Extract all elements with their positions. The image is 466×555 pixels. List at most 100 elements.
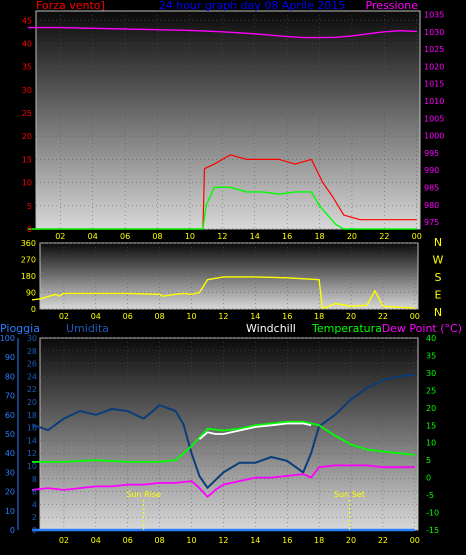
humidity-axis-tick-label: 30 — [5, 468, 15, 477]
rain-axis-tick-label: 4 — [32, 500, 37, 509]
x-tick-label-panel1: 20 — [347, 232, 357, 241]
rain-axis-tick-label: 22 — [27, 385, 37, 394]
compass-label: W — [433, 254, 444, 267]
x-tick-label-panel3: 22 — [378, 536, 388, 545]
rain-axis-tick-label: 26 — [27, 360, 37, 369]
humidity-axis-tick-label: 10 — [5, 507, 15, 516]
rain-axis-tick-label: 20 — [27, 398, 37, 407]
temperature-axis-tick-label: 5 — [426, 456, 431, 465]
x-tick-label-panel2: 00 — [410, 312, 420, 321]
wind-axis-tick-label: 25 — [22, 109, 32, 118]
x-tick-label-panel2: 18 — [314, 312, 324, 321]
wind-axis-tick-label: 5 — [27, 202, 32, 211]
x-tick-label-panel2: 04 — [91, 312, 101, 321]
x-tick-label-panel3: 20 — [346, 536, 356, 545]
humidity-axis-tick-label: 80 — [5, 372, 15, 381]
temperature-axis-tick-label: 40 — [426, 334, 436, 343]
humidity-axis-tick-label: 90 — [5, 353, 15, 362]
direction-axis-tick-label: 360 — [21, 239, 36, 248]
x-tick-label-panel3: 02 — [59, 536, 69, 545]
humidity-axis-tick-label: 20 — [5, 488, 15, 497]
rain-label: Pioggia — [0, 322, 40, 335]
pressure-axis-tick-label: 995 — [424, 149, 439, 158]
wind-axis-tick-label: 0 — [27, 225, 32, 234]
x-tick-label-panel2: 12 — [218, 312, 228, 321]
wind-axis-tick-label: 20 — [22, 132, 32, 141]
temperature-axis-tick-label: -5 — [426, 491, 434, 500]
pressure-series — [27, 26, 417, 39]
pressure-axis-tick-label: 1005 — [424, 114, 444, 123]
humidity-axis-tick-label: 50 — [5, 430, 15, 439]
humidity-label: Umidita — [66, 322, 109, 335]
rain-axis-tick-label: 0 — [32, 526, 37, 535]
x-tick-label-panel1: 00 — [412, 232, 422, 241]
dewpoint-label: Dew Point (°C) — [382, 322, 462, 335]
x-tick-label-panel3: 12 — [218, 536, 228, 545]
temperature-axis-tick-label: -10 — [426, 509, 439, 518]
pressure-axis-tick-label: 980 — [424, 201, 439, 210]
sunrise-label: Sun Rise — [126, 490, 161, 499]
rain-axis-tick-label: 12 — [27, 449, 37, 458]
wind-direction-series — [31, 276, 415, 309]
wind-axis-tick-label: 10 — [22, 179, 32, 188]
x-tick-label-panel1: 12 — [217, 232, 227, 241]
pressure-axis-tick-label: 990 — [424, 166, 439, 175]
pressure-axis-tick-label: 1030 — [424, 28, 444, 37]
dewpoint-series — [31, 464, 415, 498]
wind-direction-plot-area — [39, 242, 419, 310]
rain-axis-tick-label: 24 — [27, 372, 37, 381]
pressure-axis-tick-label: 1015 — [424, 80, 444, 89]
temperature-series — [32, 420, 415, 463]
humidity-series — [31, 373, 415, 489]
x-tick-label-panel3: 18 — [314, 536, 324, 545]
wind-axis-tick-label: 40 — [22, 39, 32, 48]
x-tick-label-panel3: 04 — [91, 536, 101, 545]
x-tick-label-panel2: 22 — [378, 312, 388, 321]
x-tick-label-panel2: 20 — [346, 312, 356, 321]
x-tick-label-panel2: 14 — [250, 312, 260, 321]
wind-average-series — [27, 186, 417, 230]
compass-label: E — [435, 289, 442, 302]
x-tick-label-panel3: 16 — [282, 536, 292, 545]
x-tick-label-panel3: 14 — [250, 536, 260, 545]
humidity-axis-tick-label: 0 — [10, 526, 15, 535]
x-tick-label-panel2: 06 — [123, 312, 133, 321]
rain-axis-tick-label: 18 — [27, 411, 37, 420]
humidity-axis-tick-label: 70 — [5, 392, 15, 401]
x-tick-label-panel1: 08 — [152, 232, 162, 241]
direction-axis-tick-label: 180 — [21, 272, 36, 281]
humidity-axis-tick-label: 40 — [5, 449, 15, 458]
wind-speed-label: Forza vento] — [36, 0, 105, 12]
x-tick-label-panel1: 02 — [55, 232, 65, 241]
x-tick-label-panel3: 06 — [123, 536, 133, 545]
x-tick-label-panel2: 16 — [282, 312, 292, 321]
pressure-axis-tick-label: 1000 — [424, 132, 444, 141]
x-tick-label-panel2: 10 — [186, 312, 196, 321]
compass-label: N — [434, 236, 442, 249]
x-tick-label-panel3: 10 — [186, 536, 196, 545]
x-tick-label-panel3: 00 — [410, 536, 420, 545]
rain-axis-tick-label: 30 — [27, 334, 37, 343]
pressure-axis-tick-label: 975 — [424, 218, 439, 227]
x-tick-label-panel1: 04 — [88, 232, 98, 241]
compass-label: S — [435, 271, 442, 284]
pressure-axis-tick-label: 1035 — [424, 10, 444, 19]
temperature-axis-tick-label: 15 — [426, 421, 436, 430]
rain-axis-tick-label: 2 — [32, 513, 37, 522]
direction-axis-tick-label: 270 — [21, 256, 36, 265]
wind-axis-tick-label: 35 — [22, 63, 32, 72]
temperature-axis-tick-label: 25 — [426, 386, 436, 395]
wind-pressure-plot-area — [35, 10, 421, 230]
direction-axis-tick-label: 0 — [31, 305, 36, 314]
temperature-axis-tick-label: 0 — [426, 474, 431, 483]
temperature-humidity-plot-area — [39, 337, 419, 531]
wind-gust-series — [27, 154, 417, 230]
windchill-label: Windchill — [246, 322, 296, 335]
pressure-axis-tick-label: 1020 — [424, 62, 444, 71]
temperature-label: Temperatura — [311, 322, 382, 335]
x-tick-label-panel1: 16 — [282, 232, 292, 241]
direction-axis-tick-label: 90 — [26, 289, 36, 298]
pressure-axis-tick-label: 1025 — [424, 45, 444, 54]
